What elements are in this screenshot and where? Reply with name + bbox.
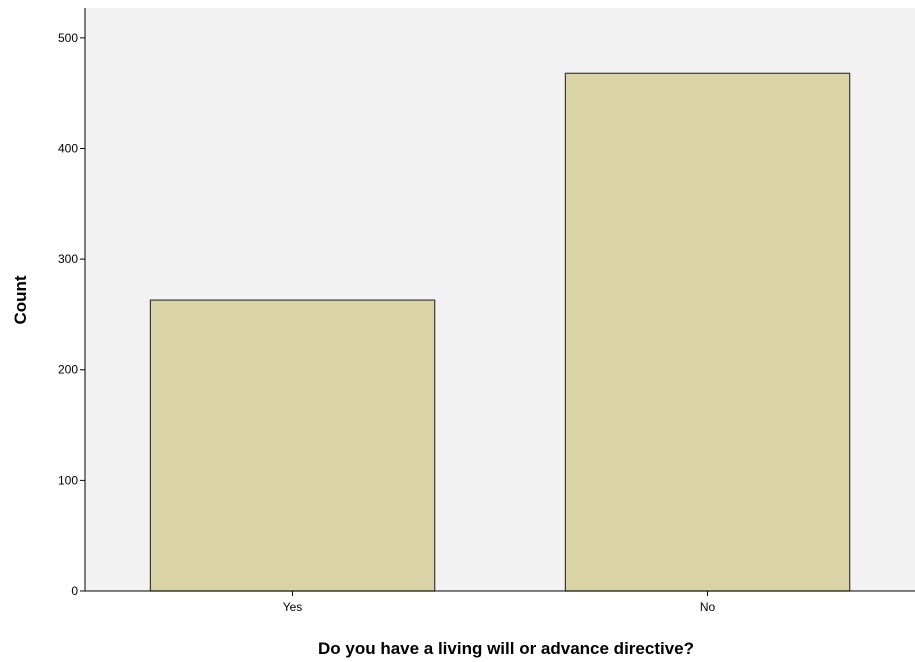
y-tick-label: 0 <box>71 584 78 598</box>
y-tick-label: 100 <box>58 473 78 487</box>
bars-group <box>149 72 851 592</box>
y-tick-label: 200 <box>58 363 78 377</box>
y-tick-label: 500 <box>58 31 78 45</box>
y-axis: 0 100 200 300 400 500 <box>58 8 86 598</box>
bar-no <box>564 72 851 592</box>
y-tick-label: 400 <box>58 141 78 155</box>
x-tick-label: No <box>700 600 716 614</box>
x-axis-title: Do you have a living will or advance dir… <box>318 639 694 658</box>
bar-yes <box>149 299 436 592</box>
x-tick-label: Yes <box>283 600 303 614</box>
x-axis: Yes No <box>85 590 915 614</box>
y-tick-label: 300 <box>58 252 78 266</box>
y-axis-title: Count <box>11 275 30 324</box>
